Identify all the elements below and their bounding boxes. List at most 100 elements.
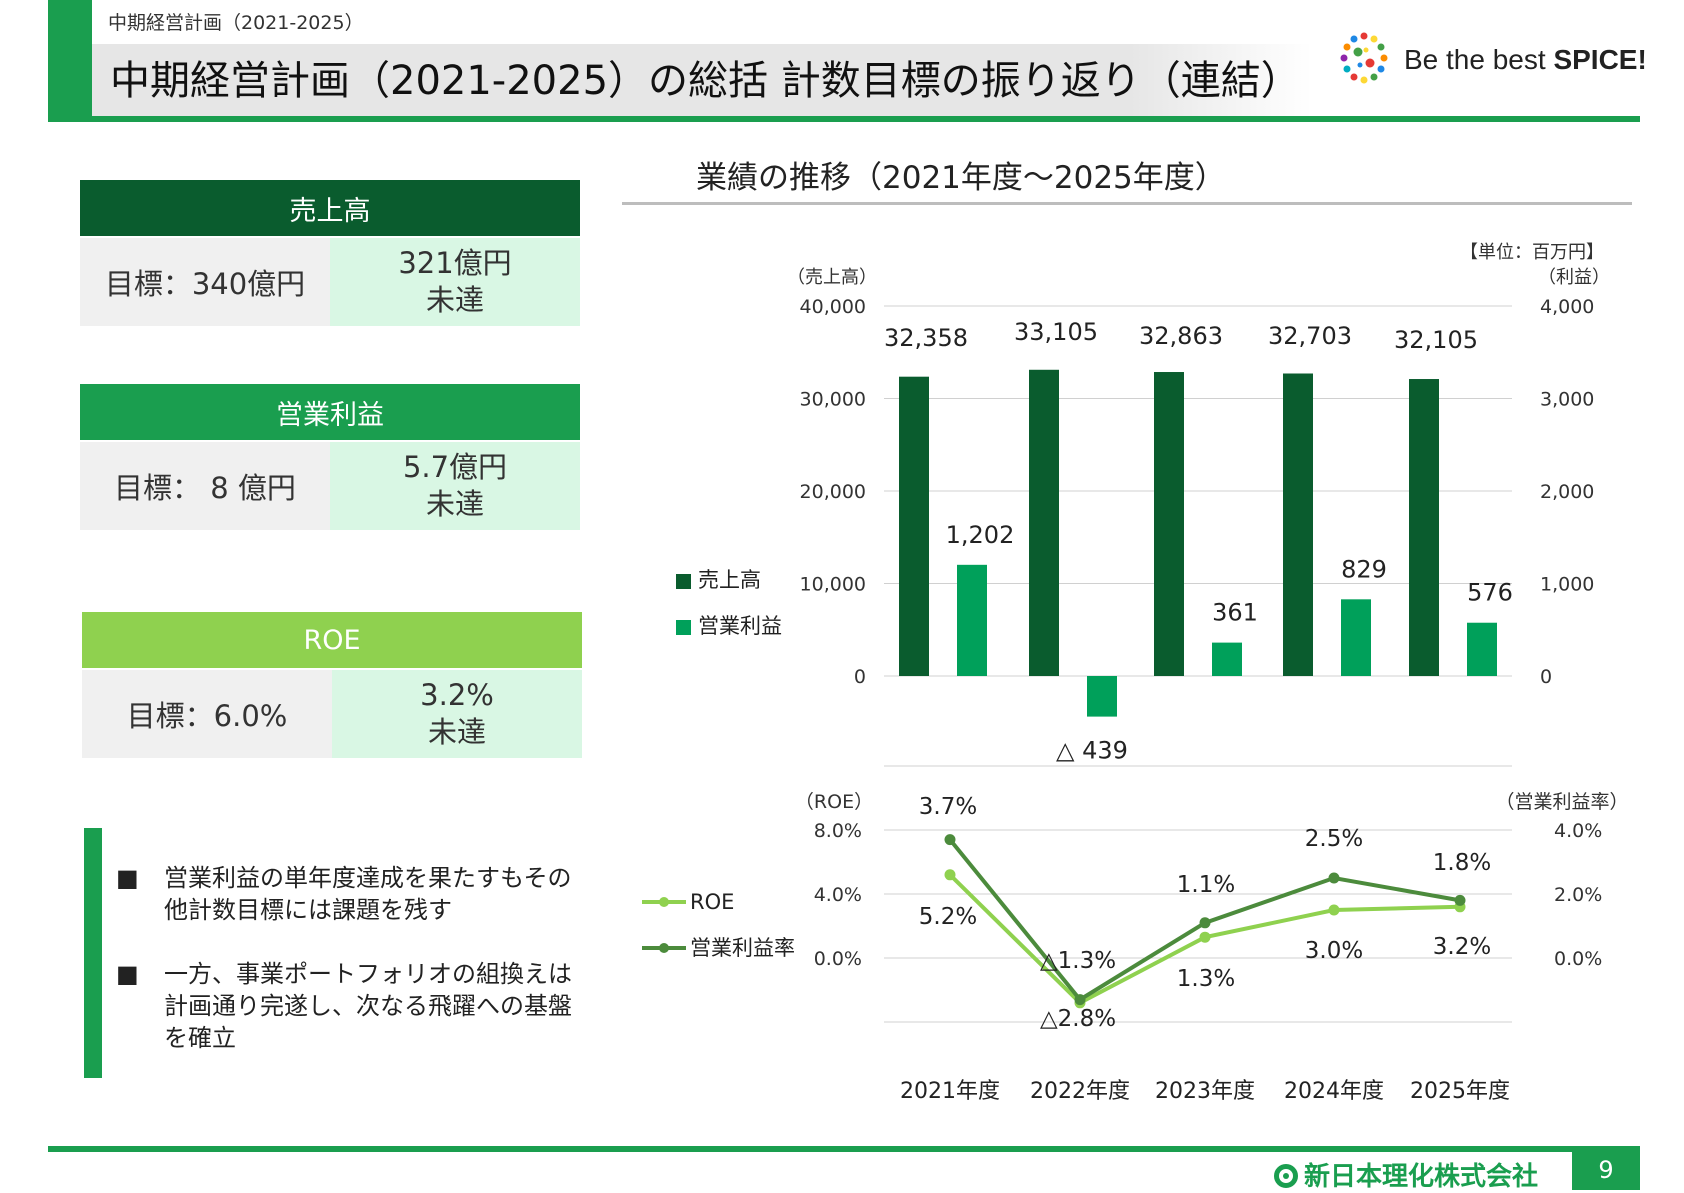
- spice-logo-icon: [1340, 32, 1388, 84]
- roe-data-label: △2.8%: [1040, 1006, 1116, 1032]
- right-axis-tick-label: 2.0%: [1554, 884, 1602, 906]
- legend-swatch-sales: [676, 574, 691, 589]
- bullet-text: 一方、事業ポートフォリオの組換えは計画通り完遂し、次なる飛躍への基盤を確立: [164, 960, 572, 1052]
- sales-bar: [899, 376, 929, 676]
- operating-profit-bar: [1341, 599, 1371, 676]
- sales-bar: [1154, 372, 1184, 676]
- sales-data-label: 32,105: [1394, 326, 1478, 354]
- x-axis-category-label: 2021年度: [900, 1079, 1000, 1104]
- footer-divider: [48, 1146, 1640, 1152]
- operating-margin-point: [944, 834, 956, 846]
- operating-profit-data-label: 1,202: [946, 521, 1015, 549]
- operating-margin-data-label: 2.5%: [1305, 826, 1363, 852]
- left-axis-tick-label: 10,000: [800, 574, 866, 596]
- operating-margin-point: [1199, 917, 1211, 929]
- operating-margin-data-label: △1.3%: [1040, 948, 1116, 974]
- legend-label-sales: 売上高: [698, 568, 761, 592]
- sales-bar: [1283, 373, 1313, 676]
- kpi-result-value: 321億円: [398, 246, 512, 280]
- x-axis-category-label: 2025年度: [1410, 1079, 1510, 1104]
- left-axis-title: （ROE）: [795, 791, 873, 813]
- roe-data-label: 5.2%: [919, 904, 977, 930]
- roe-data-label: 3.0%: [1305, 938, 1363, 964]
- chart-title-underline: [622, 202, 1632, 205]
- sales-data-label: 32,863: [1139, 322, 1223, 350]
- sales-data-label: 32,703: [1268, 322, 1352, 350]
- page-number: 9: [1572, 1150, 1640, 1190]
- chart-title: 業績の推移（2021年度～2025年度）: [696, 160, 1226, 196]
- operating-profit-bar: [1087, 676, 1117, 717]
- sales-data-label: 33,105: [1014, 318, 1098, 346]
- roe-data-label: 1.3%: [1177, 966, 1235, 992]
- x-axis-category-label: 2024年度: [1284, 1079, 1384, 1104]
- header-section-label: 中期経営計画（2021-2025）: [108, 12, 364, 34]
- kpi-target-operating-profit: 目標： 8 億円: [80, 442, 330, 530]
- operating-margin-point: [1074, 994, 1086, 1006]
- sales-bar: [1409, 379, 1439, 676]
- kpi-header-sales: 売上高: [80, 180, 580, 236]
- company-logo: 新日本理化株式会社: [1274, 1156, 1538, 1193]
- roe-point: [944, 869, 956, 881]
- kpi-target-sales: 目標：340億円: [80, 238, 330, 326]
- operating-margin-data-label: 1.8%: [1433, 850, 1491, 876]
- kpi-result-roe: 3.2% 未達: [332, 670, 582, 758]
- right-axis-title: （営業利益率）: [1495, 791, 1628, 813]
- roe-point: [1328, 904, 1340, 916]
- left-axis-tick-label: 0: [854, 666, 866, 688]
- x-axis-category-label: 2023年度: [1155, 1079, 1255, 1104]
- kpi-result-value: 3.2%: [420, 678, 494, 712]
- operating-profit-data-label: △ 439: [1056, 737, 1128, 765]
- legend-marker-operating-margin: [659, 943, 669, 953]
- operating-profit-bar: [1467, 622, 1497, 676]
- sales-data-label: 32,358: [884, 324, 968, 352]
- kpi-header-operating-profit: 営業利益: [80, 384, 580, 440]
- operating-margin-data-label: 1.1%: [1177, 872, 1235, 898]
- left-axis-title: （売上高）: [787, 267, 877, 288]
- header-title-background: [92, 44, 1312, 116]
- kpi-result-sales: 321億円 未達: [330, 238, 580, 326]
- company-name: 新日本理化株式会社: [1304, 1162, 1539, 1192]
- left-axis-tick-label: 30,000: [800, 389, 866, 411]
- kpi-target-roe: 目標：6.0%: [82, 670, 332, 758]
- unit-label: 【単位：百万円】: [1460, 242, 1604, 263]
- right-axis-tick-label: 1,000: [1540, 574, 1594, 596]
- logo-dots: [1340, 32, 1388, 84]
- right-axis-tick-label: 3,000: [1540, 389, 1594, 411]
- operating-profit-bar: [1212, 642, 1242, 676]
- legend-label-roe: ROE: [690, 890, 734, 914]
- sales-bar: [1029, 369, 1059, 676]
- right-axis-tick-label: 0.0%: [1554, 948, 1602, 970]
- kpi-result-status: 未達: [425, 487, 484, 521]
- left-axis-tick-label: 8.0%: [814, 820, 862, 842]
- roe-point: [1199, 931, 1211, 943]
- kpi-result-value: 5.7億円: [402, 450, 508, 484]
- legend-swatch-operating-profit: [676, 620, 691, 635]
- kpi-result-status: 未達: [427, 715, 486, 749]
- page-title: 中期経営計画（2021-2025）の総括 計数目標の振り返り（連結）: [110, 58, 1301, 104]
- right-axis-tick-label: 4.0%: [1554, 820, 1602, 842]
- operating-profit-data-label: 829: [1341, 555, 1387, 583]
- roe-data-label: 3.2%: [1433, 934, 1491, 960]
- operating-margin-data-label: 3.7%: [919, 794, 977, 820]
- kpi-result-status: 未達: [425, 283, 484, 317]
- left-axis-tick-label: 4.0%: [814, 884, 862, 906]
- kpi-header-roe: ROE: [82, 612, 582, 668]
- legend-label-operating-profit: 営業利益: [698, 614, 782, 638]
- right-axis-tick-label: 2,000: [1540, 481, 1594, 503]
- right-axis-tick-label: 4,000: [1540, 296, 1594, 318]
- operating-margin-point: [1454, 894, 1466, 906]
- header-accent-bar: [48, 0, 92, 120]
- bullet-marker: ■: [116, 960, 139, 988]
- company-logo-icon: [1274, 1164, 1298, 1188]
- operating-margin-point: [1328, 872, 1340, 884]
- operating-profit-data-label: 576: [1467, 579, 1513, 607]
- x-axis-category-label: 2022年度: [1030, 1079, 1130, 1104]
- left-axis-tick-label: 40,000: [800, 296, 866, 318]
- right-axis-tick-label: 0: [1540, 666, 1552, 688]
- operating-profit-data-label: 361: [1212, 599, 1258, 627]
- left-axis-tick-label: 20,000: [800, 481, 866, 503]
- legend-marker-roe: [659, 897, 669, 907]
- right-axis-title: （利益）: [1538, 267, 1610, 288]
- bullet-marker: ■: [116, 864, 139, 892]
